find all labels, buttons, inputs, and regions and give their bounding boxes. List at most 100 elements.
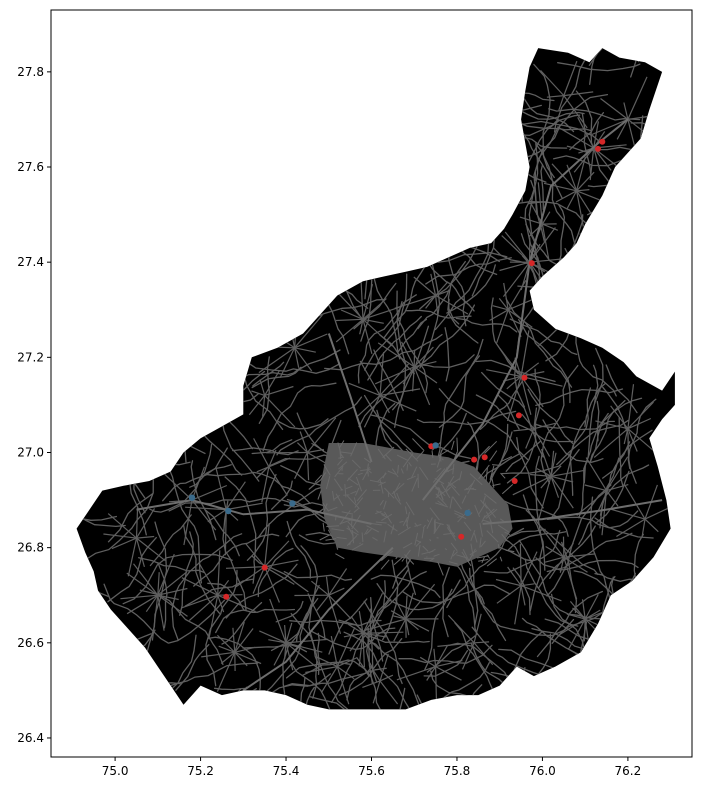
road-segment [346,665,373,701]
road-segment [361,532,364,542]
road-segment [550,476,560,498]
road-segment [372,680,381,704]
road-segment [396,290,429,394]
road-segment [228,150,288,239]
road-segment [362,284,374,320]
road-segment [396,666,436,681]
road-segment [84,326,199,358]
road-segment [262,395,266,417]
road-segment [284,625,287,643]
road-segment [475,138,524,155]
road-segment [420,252,508,263]
road-segment [541,211,551,225]
x-tick-label: 75.8 [444,764,471,778]
road-segment [379,352,385,396]
road-segment [577,117,595,149]
road-segment [217,595,225,613]
road-segment [412,438,425,452]
road-segment [349,632,364,652]
road-segment [136,535,155,539]
road-segment [349,104,393,114]
road-segment [607,258,621,327]
road-segment [529,258,566,263]
road-segment [447,260,466,325]
road-segment [268,639,287,644]
y-tick-label: 26.8 [17,541,44,555]
road-segment [213,687,248,691]
road-segment [355,487,360,496]
road-segment [484,440,498,454]
road-segment [616,119,629,140]
road-segment [371,271,401,360]
road-segment [405,506,408,515]
road-segment [118,139,157,176]
road-segment [394,496,402,505]
road-segment [283,571,353,581]
road-segment [519,216,543,225]
road-segment [379,499,384,506]
road-segment [486,558,498,567]
road-segment [417,70,478,143]
road-segment [627,76,648,120]
road-segment [391,468,399,478]
road-segment [416,694,530,710]
road-segment [533,428,551,457]
x-tick-label: 75.0 [102,764,129,778]
road-segment [435,281,449,296]
x-axis: 75.0 75.2 75.4 75.6 75.8 76.0 76.2 [102,757,642,778]
road-segment [576,156,586,191]
road-segment [473,613,482,643]
road-segment [363,395,381,428]
road-segment [446,264,496,314]
road-segment [294,347,316,353]
road-segment [207,509,227,523]
road-segment [496,585,522,604]
road-segment [485,508,498,519]
road-segment [135,506,139,539]
x-tick-label: 76.2 [615,764,642,778]
road-segment [429,539,432,542]
road-segment [157,594,179,601]
road-segment [367,640,428,710]
road-segment [461,642,475,670]
red-point [521,374,528,381]
road-segment [637,48,675,63]
road-segment [623,484,646,520]
road-segment [435,493,447,506]
road-segment [431,66,445,162]
road-segment [262,382,337,452]
road-segment [355,476,363,492]
road-segment [184,578,254,607]
road-segment [573,147,595,173]
road-segment [294,333,328,349]
road-segment [324,333,443,371]
road-segment [497,692,561,707]
road-segment [279,347,296,379]
road-segment [640,296,675,306]
road-segment [501,420,586,475]
road-segment [122,375,205,388]
road-segment [230,196,277,218]
road-segment [356,489,367,502]
road-segment [375,510,386,516]
road-segment [366,469,372,474]
road-segment [377,448,386,460]
road-segment [393,618,407,642]
road-segment [159,662,259,695]
road-segment [301,686,323,710]
road-segment [134,317,189,422]
road-segment [264,385,294,396]
road-segment [497,524,510,533]
road-segment [405,618,410,636]
road-segment [236,263,344,288]
road-segment [341,53,354,96]
road-segment [337,657,357,668]
road-segment [635,614,675,654]
road-segment [550,450,555,477]
road-segment [540,448,552,477]
road-segment [530,473,552,477]
road-segment [221,601,263,645]
road-segment [322,107,365,223]
road-segment [505,298,573,388]
